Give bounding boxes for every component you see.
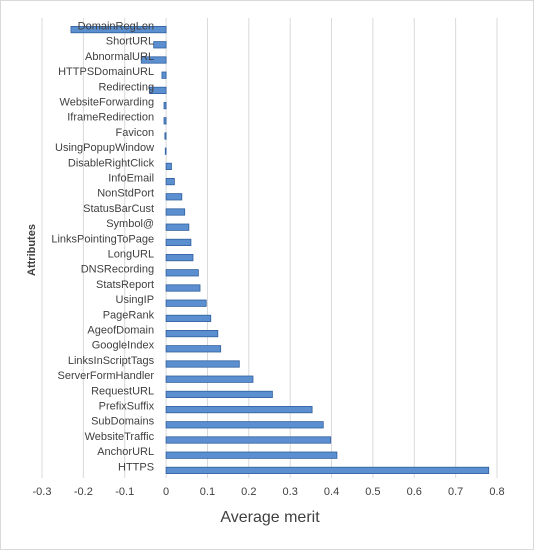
bar (165, 360, 240, 368)
x-tick-label: 0.7 (448, 486, 463, 498)
y-tick-label: DomainRegLen (78, 21, 154, 33)
bar (70, 26, 167, 34)
y-tick-label: Symbol@ (106, 218, 154, 230)
y-tick-label: StatsReport (96, 279, 154, 291)
bar (165, 193, 183, 201)
y-tick-label: DNSRecording (81, 264, 154, 276)
y-tick-label: PageRank (103, 309, 155, 321)
x-tick-label: -0.1 (115, 486, 134, 498)
y-tick-label: RequestURL (91, 385, 154, 397)
y-tick-label: LinksPointingToPage (51, 233, 154, 245)
x-tick-label: 0.5 (365, 486, 380, 498)
bar (161, 71, 167, 79)
bar (165, 299, 207, 307)
y-tick-label: HTTPS (118, 461, 154, 473)
bar (165, 223, 190, 231)
x-tick-label: 0.1 (200, 486, 215, 498)
bar (165, 406, 313, 414)
y-tick-label: InfoEmail (108, 173, 154, 185)
bar (165, 390, 273, 398)
y-tick-label: Favicon (116, 127, 155, 139)
bar (153, 41, 167, 49)
bar (165, 238, 192, 246)
y-tick-label: UsingIP (116, 294, 155, 306)
bar (164, 132, 167, 140)
x-tick-label: 0.2 (241, 486, 256, 498)
bar (165, 269, 199, 277)
bar (165, 466, 490, 474)
y-tick-label: IframeRedirection (67, 112, 154, 124)
y-tick-label: AbnormalURL (85, 51, 154, 63)
bar (149, 86, 167, 94)
x-tick-label: -0.3 (33, 486, 52, 498)
bar (165, 451, 338, 459)
y-tick-label: ShortURL (106, 36, 154, 48)
bar (165, 314, 212, 322)
bar (165, 178, 175, 186)
y-tick-label: SubDomains (91, 416, 154, 428)
bar (163, 117, 167, 125)
bar (165, 330, 219, 338)
y-tick-label: Redirecting (98, 81, 154, 93)
y-tick-label: UsingPopupWindow (55, 142, 154, 154)
x-tick-label: 0.4 (324, 486, 339, 498)
bar (165, 284, 201, 292)
x-tick-label: 0.8 (489, 486, 504, 498)
bar (165, 162, 172, 170)
y-tick-label: WebsiteForwarding (60, 97, 155, 109)
x-tick-label: 0.3 (283, 486, 298, 498)
y-tick-label: HTTPSDomainURL (58, 66, 154, 78)
y-tick-label: NonStdPort (97, 188, 154, 200)
y-tick-label: LongURL (108, 249, 154, 261)
y-tick-label: AnchorURL (97, 446, 154, 458)
x-axis-title: Average merit (220, 509, 320, 526)
bar (140, 56, 167, 64)
y-tick-label: DisableRightClick (68, 157, 155, 169)
y-tick-label: GoogleIndex (92, 340, 155, 352)
y-axis-title: Attributes (26, 224, 38, 276)
bar (163, 102, 167, 110)
x-tick-label: 0.6 (407, 486, 422, 498)
bar (165, 421, 324, 429)
y-tick-label: AgeofDomain (87, 325, 154, 337)
bar (164, 147, 167, 155)
bar (165, 345, 222, 353)
y-tick-label: StatusBarCust (83, 203, 154, 215)
bar (165, 436, 332, 444)
y-tick-label: PrefixSuffix (99, 401, 155, 413)
x-tick-label: -0.2 (74, 486, 93, 498)
x-tick-label: 0 (163, 486, 169, 498)
y-tick-label: WebsiteTraffic (85, 431, 155, 443)
bar (165, 375, 254, 383)
bar (165, 208, 186, 216)
y-tick-label: ServerFormHandler (57, 370, 154, 382)
y-tick-label: LinksInScriptTags (68, 355, 155, 367)
bar (165, 254, 194, 262)
